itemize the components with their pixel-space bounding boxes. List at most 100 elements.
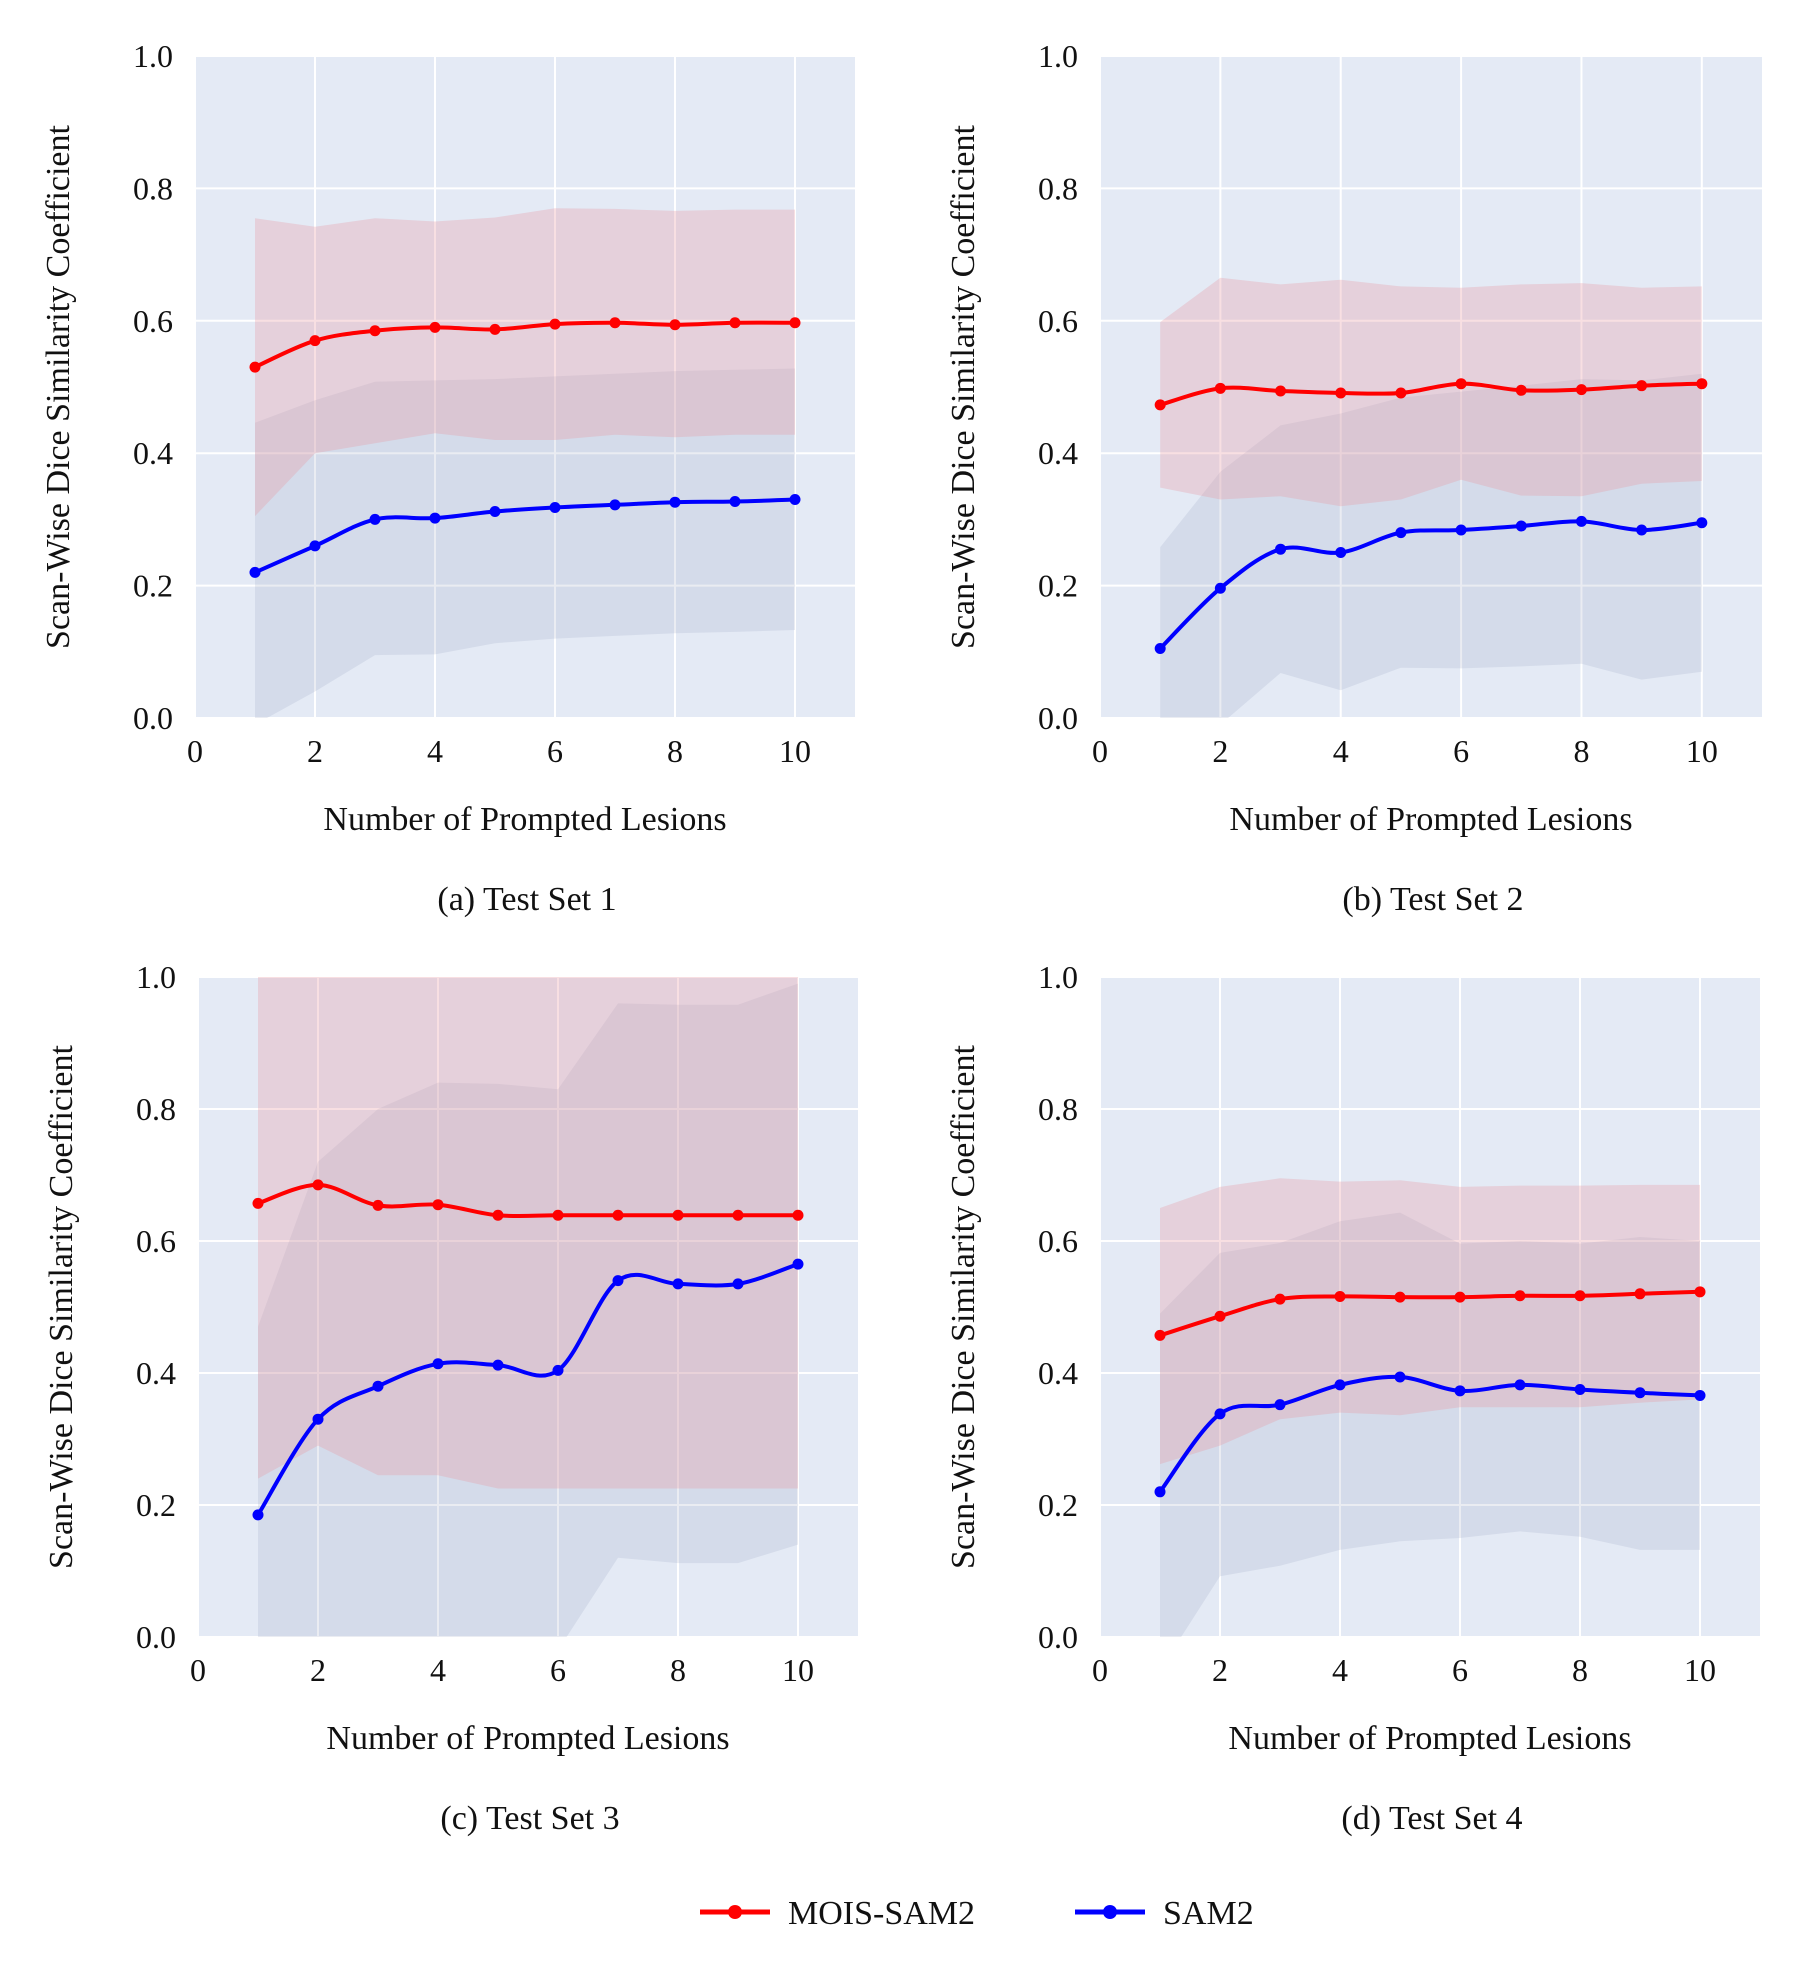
y-tick-label: 0.4 bbox=[136, 1355, 176, 1391]
band-mois-sam2 bbox=[1160, 278, 1702, 506]
data-point-mois-sam2 bbox=[610, 317, 621, 328]
data-point-sam2 bbox=[1155, 643, 1166, 654]
data-point-mois-sam2 bbox=[1696, 378, 1707, 389]
x-tick-label: 10 bbox=[782, 1652, 814, 1688]
data-point-mois-sam2 bbox=[1635, 1288, 1646, 1299]
x-tick-label: 8 bbox=[667, 733, 683, 769]
y-tick-label: 1.0 bbox=[133, 38, 173, 74]
data-point-sam2 bbox=[1695, 1390, 1706, 1401]
data-point-sam2 bbox=[793, 1259, 804, 1270]
data-point-mois-sam2 bbox=[373, 1200, 384, 1211]
data-point-mois-sam2 bbox=[1395, 1292, 1406, 1303]
data-point-sam2 bbox=[253, 1509, 264, 1520]
y-tick-label: 1.0 bbox=[136, 959, 176, 995]
x-tick-label: 2 bbox=[310, 1652, 326, 1688]
data-point-mois-sam2 bbox=[313, 1179, 324, 1190]
y-tick-label: 0.6 bbox=[133, 303, 173, 339]
panels: 0 2 4 6 8 10 0.0 0.2 0.4 0.6 0.8 1.0 Number of Promp… bbox=[40, 38, 1762, 1837]
data-point-mois-sam2 bbox=[1456, 378, 1467, 389]
data-point-sam2 bbox=[790, 494, 801, 505]
data-point-mois-sam2 bbox=[1155, 1330, 1166, 1341]
data-point-sam2 bbox=[1335, 1379, 1346, 1390]
x-tick-label: 10 bbox=[1686, 733, 1718, 769]
y-tick-label: 0.6 bbox=[136, 1223, 176, 1259]
legend-marker bbox=[1103, 1905, 1117, 1919]
chart-panel-2: 0 2 4 6 8 10 0.0 0.2 0.4 0.6 0.8 1.0 Number of Promp… bbox=[945, 38, 1762, 918]
data-point-sam2 bbox=[310, 540, 321, 551]
data-point-mois-sam2 bbox=[733, 1210, 744, 1221]
data-point-sam2 bbox=[1275, 1399, 1286, 1410]
x-axis-label: Number of Prompted Lesions bbox=[1229, 801, 1632, 838]
y-tick-label: 0.0 bbox=[1038, 1619, 1078, 1655]
data-point-mois-sam2 bbox=[550, 319, 561, 330]
data-point-sam2 bbox=[613, 1275, 624, 1286]
x-tick-label: 2 bbox=[307, 733, 323, 769]
y-tick-label: 0.2 bbox=[1038, 568, 1078, 604]
y-tick-label: 1.0 bbox=[1038, 959, 1078, 995]
y-tick-label: 1.0 bbox=[1038, 38, 1078, 74]
data-point-sam2 bbox=[250, 567, 261, 578]
data-point-mois-sam2 bbox=[1515, 1290, 1526, 1301]
data-point-mois-sam2 bbox=[370, 325, 381, 336]
data-point-mois-sam2 bbox=[1215, 1311, 1226, 1322]
x-tick-label: 8 bbox=[670, 1652, 686, 1688]
panel-caption: (d) Test Set 4 bbox=[1341, 1800, 1522, 1837]
data-point-mois-sam2 bbox=[1455, 1292, 1466, 1303]
data-point-sam2 bbox=[670, 497, 681, 508]
data-point-mois-sam2 bbox=[493, 1210, 504, 1221]
x-tick-label: 4 bbox=[427, 733, 443, 769]
data-point-sam2 bbox=[1636, 524, 1647, 535]
x-tick-label: 4 bbox=[1332, 1652, 1348, 1688]
data-point-mois-sam2 bbox=[1516, 385, 1527, 396]
y-tick-label: 0.0 bbox=[133, 700, 173, 736]
x-tick-label: 8 bbox=[1572, 1652, 1588, 1688]
data-point-sam2 bbox=[730, 496, 741, 507]
legend-label: SAM2 bbox=[1163, 1895, 1254, 1932]
data-point-sam2 bbox=[553, 1365, 564, 1376]
data-point-mois-sam2 bbox=[1155, 399, 1166, 410]
data-point-sam2 bbox=[1275, 544, 1286, 555]
data-point-mois-sam2 bbox=[790, 317, 801, 328]
data-point-sam2 bbox=[1515, 1379, 1526, 1390]
x-tick-label: 2 bbox=[1212, 733, 1228, 769]
data-point-mois-sam2 bbox=[1576, 384, 1587, 395]
data-point-sam2 bbox=[673, 1278, 684, 1289]
y-tick-label: 0.0 bbox=[136, 1619, 176, 1655]
data-point-sam2 bbox=[430, 513, 441, 524]
y-tick-label: 0.4 bbox=[1038, 1355, 1078, 1391]
data-point-sam2 bbox=[610, 499, 621, 510]
panel-caption: (a) Test Set 1 bbox=[437, 881, 616, 918]
data-point-sam2 bbox=[1215, 583, 1226, 594]
panel-caption: (c) Test Set 3 bbox=[440, 1800, 619, 1837]
x-tick-label: 8 bbox=[1573, 733, 1589, 769]
y-axis-label: Scan-Wise Dice Similarity Coefficient bbox=[40, 124, 77, 648]
data-point-mois-sam2 bbox=[673, 1210, 684, 1221]
y-axis-label: Scan-Wise Dice Similarity Coefficient bbox=[945, 124, 982, 648]
y-tick-label: 0.0 bbox=[1038, 700, 1078, 736]
data-point-mois-sam2 bbox=[1395, 387, 1406, 398]
y-tick-label: 0.8 bbox=[1038, 1091, 1078, 1127]
legend: MOIS-SAM2 SAM2 bbox=[700, 1895, 1254, 1932]
data-point-sam2 bbox=[490, 506, 501, 517]
legend-label: MOIS-SAM2 bbox=[788, 1895, 975, 1932]
chart-panel-1: 0 2 4 6 8 10 0.0 0.2 0.4 0.6 0.8 1.0 Number of Promp… bbox=[40, 38, 855, 918]
x-axis-label: Number of Prompted Lesions bbox=[326, 1720, 729, 1757]
legend-marker bbox=[728, 1905, 742, 1919]
data-point-mois-sam2 bbox=[310, 335, 321, 346]
x-tick-label: 6 bbox=[550, 1652, 566, 1688]
data-point-sam2 bbox=[370, 514, 381, 525]
data-point-sam2 bbox=[1696, 517, 1707, 528]
x-tick-label: 0 bbox=[1092, 1652, 1108, 1688]
y-axis-label: Scan-Wise Dice Similarity Coefficient bbox=[945, 1044, 982, 1568]
panel-caption: (b) Test Set 2 bbox=[1342, 881, 1523, 918]
data-point-mois-sam2 bbox=[1335, 1291, 1346, 1302]
data-point-mois-sam2 bbox=[730, 317, 741, 328]
data-point-sam2 bbox=[733, 1278, 744, 1289]
legend-item-sam2: SAM2 bbox=[1075, 1895, 1254, 1932]
data-point-sam2 bbox=[313, 1414, 324, 1425]
x-axis-label: Number of Prompted Lesions bbox=[1228, 1720, 1631, 1757]
figure: 0 2 4 6 8 10 0.0 0.2 0.4 0.6 0.8 1.0 Number of Promp… bbox=[0, 0, 1812, 1972]
y-tick-label: 0.8 bbox=[133, 170, 173, 206]
x-tick-label: 4 bbox=[1333, 733, 1349, 769]
y-tick-label: 0.6 bbox=[1038, 1223, 1078, 1259]
